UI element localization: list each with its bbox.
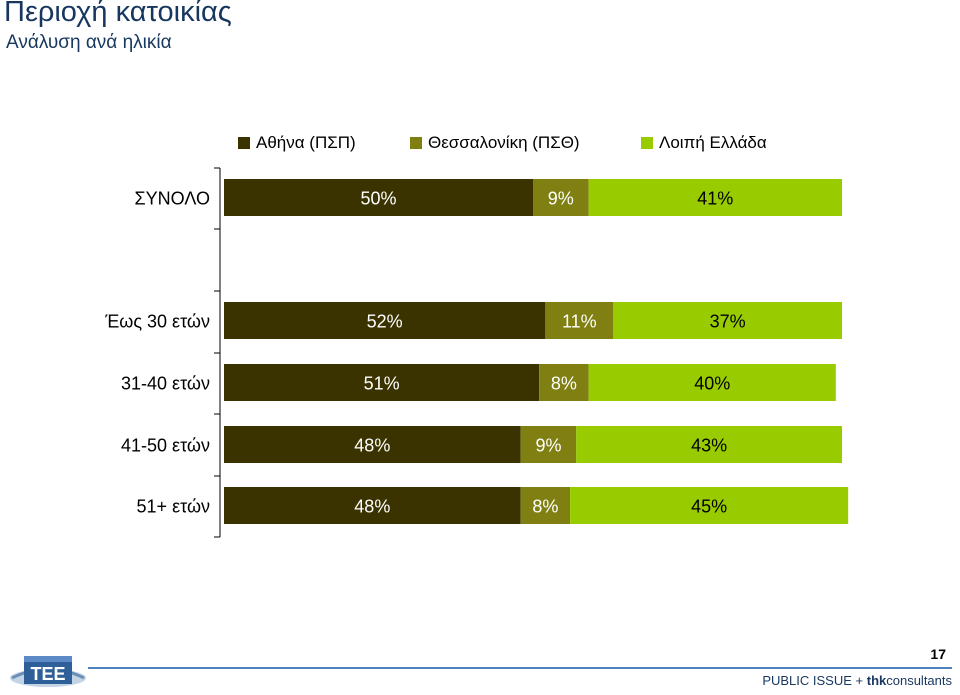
data-label: 52%: [367, 312, 403, 332]
category-label: Έως 30 ετών: [104, 312, 210, 332]
category-label: 51+ ετών: [137, 497, 210, 517]
data-label: 45%: [691, 497, 727, 517]
data-label: 48%: [354, 436, 390, 456]
data-label: 41%: [697, 189, 733, 209]
bar-segment: [588, 179, 842, 216]
legend-item-thessaloniki: Θεσσαλονίκη (ΠΣΘ): [410, 133, 580, 153]
bar-segment: [224, 426, 521, 463]
bar-segment: [613, 302, 842, 339]
legend-item-rest-of-greece: Λοιπή Ελλάδα: [641, 133, 767, 153]
page-number: 17: [930, 646, 946, 662]
data-label: 9%: [535, 436, 561, 456]
legend-swatch: [641, 137, 653, 149]
legend-swatch: [410, 137, 422, 149]
bar-segment: [539, 364, 589, 401]
page-subtitle: Ανάλυση ανά ηλικία: [6, 32, 172, 53]
bar-segment: [533, 179, 589, 216]
data-label: 40%: [694, 374, 730, 394]
tee-logo: ΤΕΕ: [8, 638, 88, 690]
data-label: 11%: [562, 312, 597, 332]
bar-segment: [224, 487, 521, 524]
data-label: 48%: [354, 497, 390, 517]
data-label: 8%: [532, 497, 558, 517]
footer-divider: [88, 667, 952, 669]
bar-segment: [224, 364, 540, 401]
legend-label: Αθήνα (ΠΣΠ): [256, 133, 356, 152]
bar-segment: [570, 487, 849, 524]
stacked-bar-chart: ΣΥΝΟΛΟ 50% 9% 41% Έως 30 ετών 52% 11% 37% 31-40 …: [104, 167, 849, 538]
legend-label: Λοιπή Ελλάδα: [659, 133, 767, 152]
legend-item-athens: Αθήνα (ΠΣΠ): [238, 133, 356, 153]
data-label: 51%: [364, 374, 400, 394]
data-label: 37%: [710, 312, 746, 332]
page-title: Περιοχή κατοικίας: [4, 0, 232, 28]
bar-segment: [588, 364, 836, 401]
bar-segment: [545, 302, 614, 339]
category-label: ΣΥΝΟΛΟ: [135, 189, 210, 209]
bar-segment: [520, 487, 571, 524]
bar-segment: [576, 426, 842, 463]
legend-swatch: [238, 137, 250, 149]
data-label: 50%: [360, 189, 396, 209]
data-label: 8%: [551, 374, 577, 394]
bar-segment: [520, 426, 577, 463]
legend-label: Θεσσαλονίκη (ΠΣΘ): [428, 133, 580, 152]
bar-segment: [224, 302, 546, 339]
bar-segment: [224, 179, 533, 216]
data-label: 43%: [691, 436, 727, 456]
footer-brand: PUBLIC ISSUE + thkconsultants: [762, 673, 952, 688]
svg-text:ΤΕΕ: ΤΕΕ: [30, 664, 65, 684]
data-label: 9%: [548, 189, 574, 209]
category-label: 31-40 ετών: [121, 374, 210, 394]
category-label: 41-50 ετών: [121, 436, 210, 456]
